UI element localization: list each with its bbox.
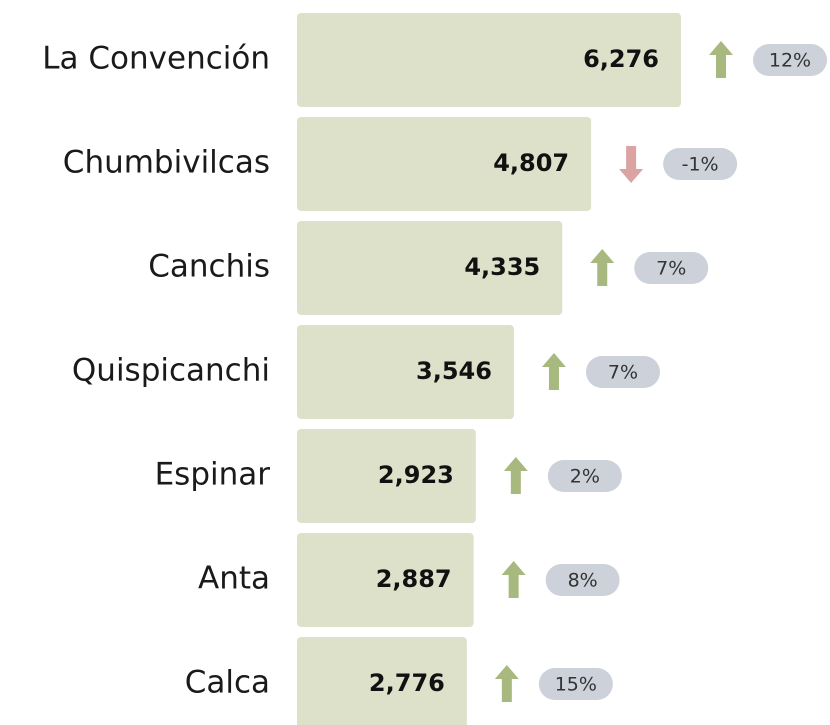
up-arrow <box>590 249 615 286</box>
category-label: Espinar <box>155 457 271 493</box>
change-label: -1% <box>682 154 719 176</box>
change-pill <box>547 460 622 492</box>
up-arrow <box>541 353 566 390</box>
up-arrow <box>501 561 526 598</box>
change-label: 15% <box>555 674 597 696</box>
bar <box>297 533 474 627</box>
category-label: Calca <box>185 665 270 701</box>
category-label: Canchis <box>148 249 270 285</box>
change-label: 7% <box>608 362 638 384</box>
up-arrow <box>503 457 528 494</box>
bar <box>297 13 681 107</box>
value-label: 4,807 <box>493 149 569 177</box>
change-pill <box>753 44 827 76</box>
value-label: 4,335 <box>464 253 540 281</box>
change-pill <box>538 668 613 700</box>
change-pill <box>545 564 620 596</box>
category-label: La Convención <box>42 41 270 77</box>
bar <box>297 429 476 523</box>
category-label: Quispicanchi <box>72 353 270 389</box>
change-label: 12% <box>769 50 811 72</box>
change-label: 7% <box>656 258 686 280</box>
up-arrow <box>709 41 733 78</box>
bar <box>297 221 563 315</box>
up-arrow <box>494 665 519 702</box>
bar <box>297 637 467 725</box>
change-label: 2% <box>570 466 600 488</box>
value-label: 6,276 <box>583 45 659 73</box>
category-label: Chumbivilcas <box>63 145 270 181</box>
value-label: 3,546 <box>416 357 492 385</box>
category-label: Anta <box>198 561 270 597</box>
change-pill <box>663 148 738 180</box>
change-pill <box>585 356 660 388</box>
value-label: 2,887 <box>376 565 452 593</box>
down-arrow <box>619 146 644 183</box>
change-label: 8% <box>568 570 598 592</box>
bar <box>297 117 592 211</box>
value-label: 2,923 <box>378 461 454 489</box>
value-label: 2,776 <box>369 669 445 697</box>
change-pill <box>634 252 709 284</box>
bar <box>297 325 514 419</box>
